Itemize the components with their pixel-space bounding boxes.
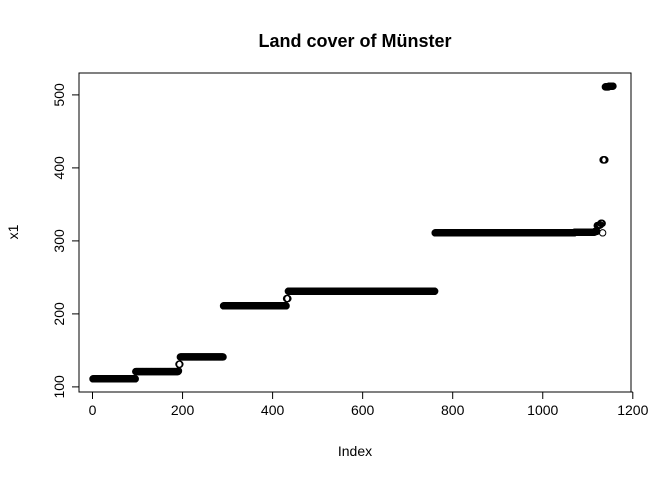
series-run-141 [176,353,227,361]
data-point [219,353,227,361]
series-run-111 [89,375,139,383]
x-tick-label: 0 [89,402,97,418]
data-point [598,219,606,228]
data-point [598,229,607,237]
data-point [284,294,292,303]
y-tick-label: 200 [51,302,67,326]
x-tick-label: 400 [261,402,285,418]
y-tick-label: 100 [51,375,67,399]
series-run-211 [219,302,290,310]
series-run-312 [571,228,599,236]
series-run-311 [598,229,607,237]
x-tick-label: 800 [441,402,465,418]
y-tick-label: 500 [51,83,67,107]
y-axis: 100 200 300 400 500 [51,83,80,399]
data-points [89,82,617,383]
data-point [430,287,439,295]
series-run-322 [595,221,605,229]
series-run-311 [431,229,578,237]
data-point [282,302,290,310]
x-tick-label: 600 [351,402,375,418]
y-tick-label: 300 [51,229,67,253]
data-point [601,156,609,164]
x-axis-title: Index [338,443,372,459]
series-run-411 [599,156,609,164]
data-point [131,375,139,383]
series-run-511 [601,83,613,91]
series-run-131 [175,360,184,368]
x-axis: 0 200 400 600 800 1000 1200 [89,391,649,418]
x-tick-label: 200 [171,402,195,418]
data-point [176,360,184,368]
x-tick-label: 1200 [617,402,648,418]
series-run-512 [605,82,617,90]
x-tick-label: 1000 [527,402,558,418]
series-run-324 [597,219,606,228]
data-point [609,82,617,90]
series-run-221 [282,294,292,303]
series-run-231 [284,287,439,295]
chart-title: Land cover of Münster [258,31,451,51]
y-tick-label: 400 [51,156,67,180]
series-run-121 [132,367,182,376]
y-axis-title: x1 [5,224,21,239]
